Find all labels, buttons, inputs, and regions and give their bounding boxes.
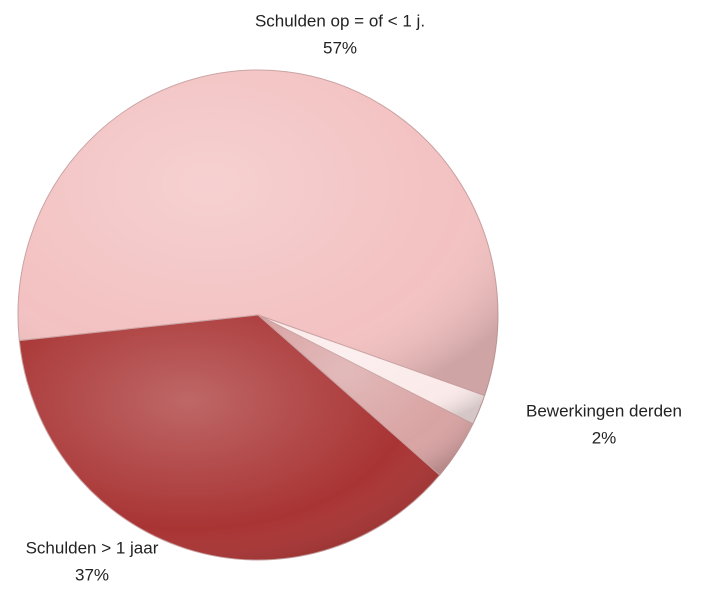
slice-label: Bewerkingen derden bbox=[526, 401, 682, 420]
slice-value-label: 37% bbox=[75, 565, 109, 584]
slice-value-label: 57% bbox=[323, 38, 357, 57]
slice-label: Schulden > 1 jaar bbox=[26, 538, 159, 557]
slice-label: Schulden op = of < 1 j. bbox=[255, 11, 425, 30]
slice-value-label: 2% bbox=[592, 428, 617, 447]
